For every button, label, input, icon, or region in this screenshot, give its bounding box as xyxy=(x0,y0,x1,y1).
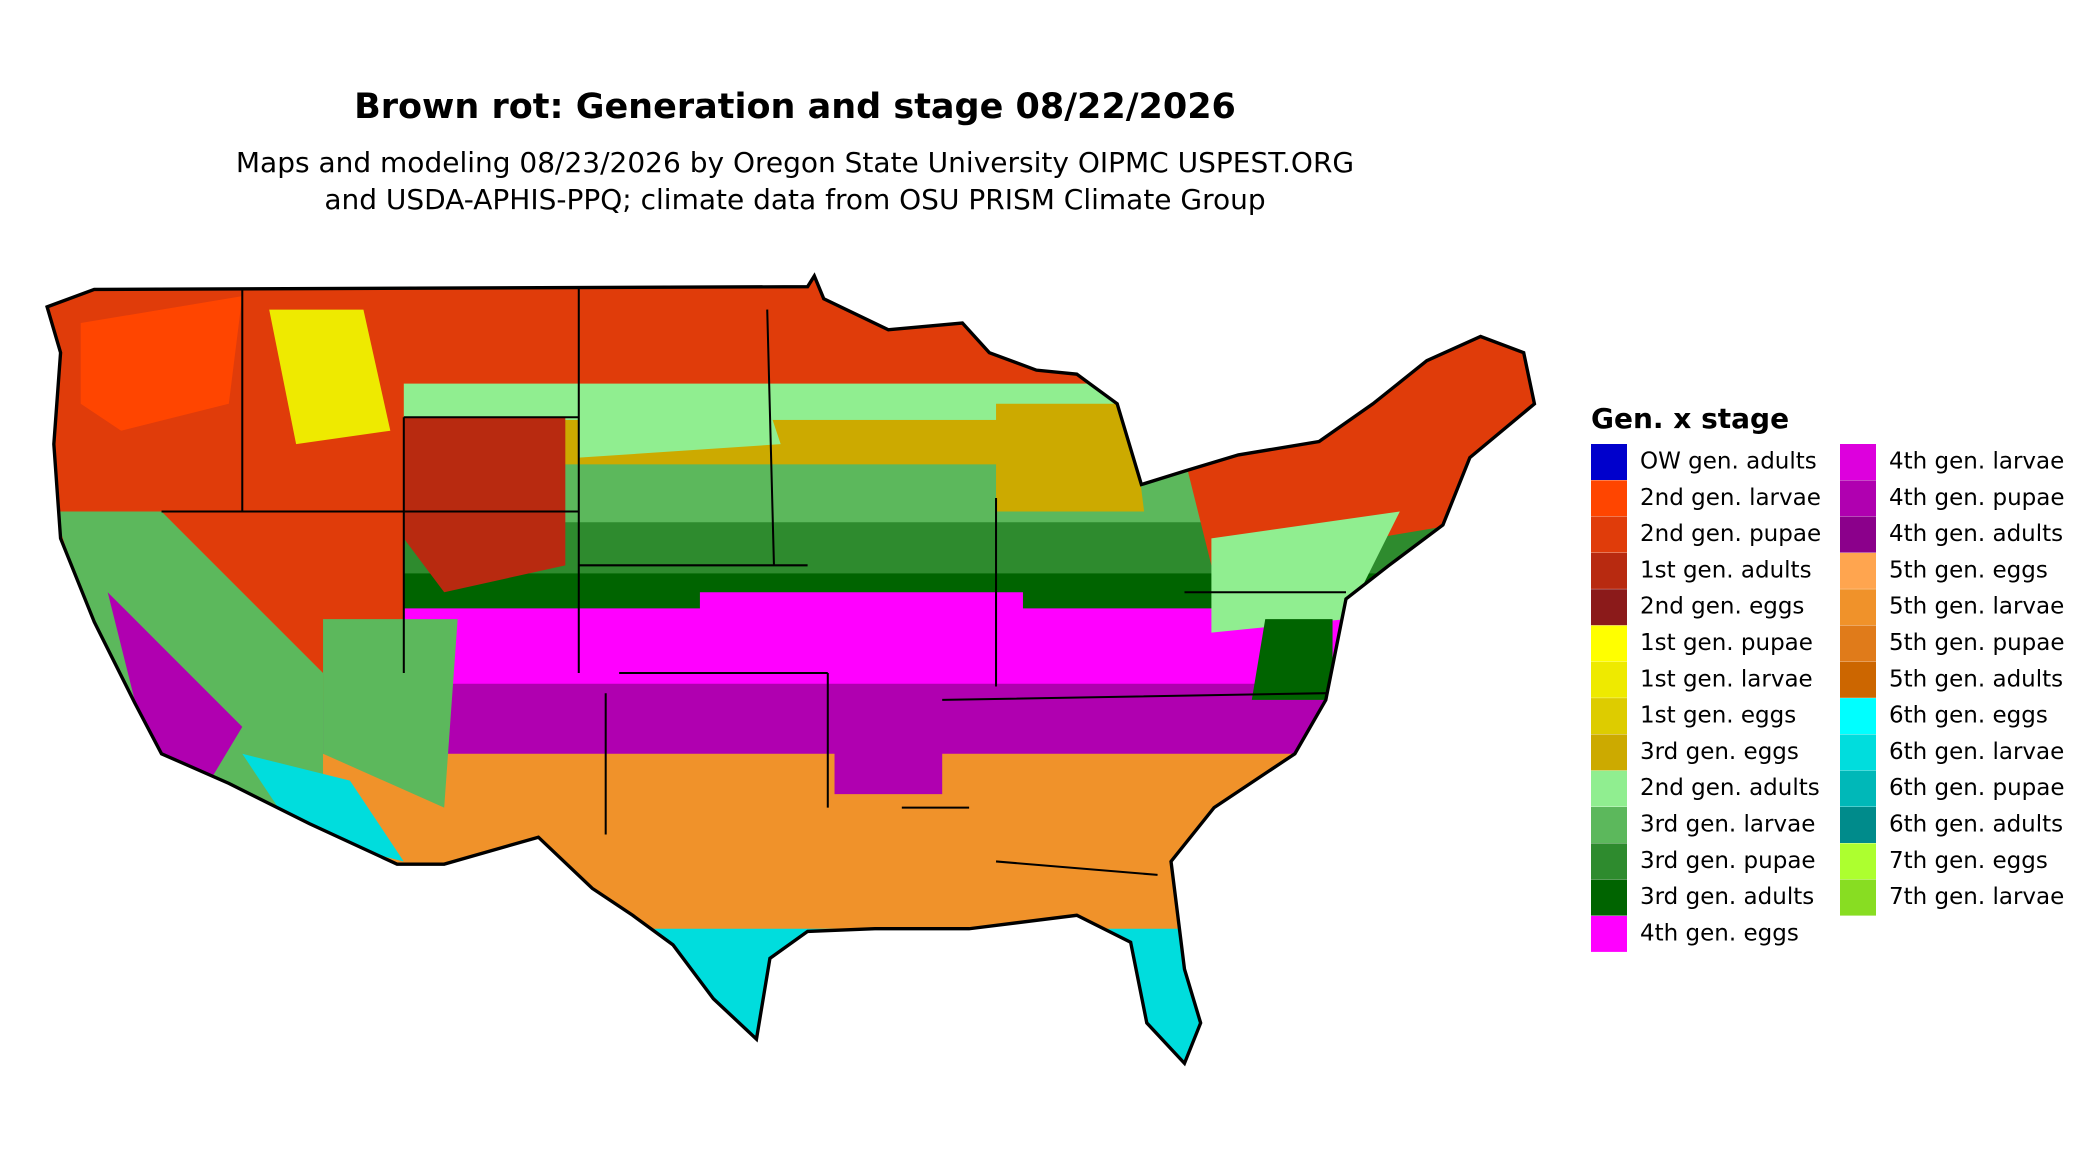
legend-swatch xyxy=(1591,734,1627,771)
legend-label: 2nd gen. adults xyxy=(1640,775,1820,801)
legend-label: 2nd gen. larvae xyxy=(1640,485,1821,511)
legend-label: 5th gen. adults xyxy=(1889,666,2063,692)
legend-label: 4th gen. pupae xyxy=(1889,485,2065,511)
legend-swatch xyxy=(1840,625,1876,662)
legend-label: 4th gen. larvae xyxy=(1889,449,2064,475)
legend-label: 1st gen. pupae xyxy=(1640,630,1813,656)
legend-swatch xyxy=(1591,444,1627,480)
legend-swatch xyxy=(1591,698,1627,735)
legend-swatch xyxy=(1591,879,1627,916)
map xyxy=(45,274,1537,1066)
state-borders xyxy=(161,286,1346,876)
legend-swatch xyxy=(1591,661,1627,698)
legend-label: 3rd gen. eggs xyxy=(1640,739,1799,765)
legend-swatch xyxy=(1591,915,1627,952)
legend-swatch xyxy=(1840,770,1876,807)
legend-label: 6th gen. larvae xyxy=(1889,739,2064,765)
legend-swatch xyxy=(1840,589,1876,626)
legend-swatch xyxy=(1591,516,1627,553)
legend-swatch xyxy=(1591,770,1627,807)
legend-label: 4th gen. eggs xyxy=(1640,920,1799,946)
legend: OW gen. adults 2nd gen. larvae 2nd gen. pu… xyxy=(1591,444,2065,952)
legend-swatch xyxy=(1591,552,1627,589)
legend-swatch xyxy=(1840,552,1876,589)
legend-label: 2nd gen. pupae xyxy=(1640,521,1821,547)
legend-label: 1st gen. adults xyxy=(1640,557,1812,583)
legend-swatch xyxy=(1840,698,1876,735)
legend-label: 1st gen. larvae xyxy=(1640,666,1813,692)
legend-label: 3rd gen. adults xyxy=(1640,884,1814,910)
legend-label: 6th gen. adults xyxy=(1889,812,2063,838)
legend-swatch xyxy=(1840,480,1876,517)
legend-swatch xyxy=(1591,625,1627,662)
legend-label: 3rd gen. pupae xyxy=(1640,848,1816,874)
legend-swatch xyxy=(1840,843,1876,880)
legend-label: OW gen. adults xyxy=(1640,449,1817,475)
legend-swatch xyxy=(1591,589,1627,626)
legend-swatch xyxy=(1840,444,1876,480)
legend-swatch xyxy=(1591,843,1627,880)
legend-label: 6th gen. eggs xyxy=(1889,703,2048,729)
legend-label: 6th gen. pupae xyxy=(1889,775,2065,801)
legend-label: 5th gen. eggs xyxy=(1889,557,2048,583)
legend-swatch xyxy=(1591,480,1627,517)
legend-label: 5th gen. larvae xyxy=(1889,594,2064,620)
subtitle: and USDA-APHIS-PPQ; climate data from OS… xyxy=(324,183,1265,216)
legend-swatch xyxy=(1840,516,1876,553)
legend-label: 7th gen. larvae xyxy=(1889,884,2064,910)
legend-label: 7th gen. eggs xyxy=(1889,848,2048,874)
legend-title: Gen. x stage xyxy=(1591,402,1789,435)
title: Brown rot: Generation and stage 08/22/20… xyxy=(354,87,1236,127)
legend-label: 5th gen. pupae xyxy=(1889,630,2065,656)
legend-label: 2nd gen. eggs xyxy=(1640,594,1804,620)
legend-swatch xyxy=(1840,661,1876,698)
legend-swatch xyxy=(1591,807,1627,843)
legend-swatch xyxy=(1840,734,1876,771)
legend-label: 1st gen. eggs xyxy=(1640,703,1796,729)
subtitle: Maps and modeling 08/23/2026 by Oregon S… xyxy=(236,146,1354,179)
legend-label: 3rd gen. larvae xyxy=(1640,812,1815,838)
legend-swatch xyxy=(1840,807,1876,843)
legend-swatch xyxy=(1840,879,1876,916)
legend-label: 4th gen. adults xyxy=(1889,521,2063,547)
